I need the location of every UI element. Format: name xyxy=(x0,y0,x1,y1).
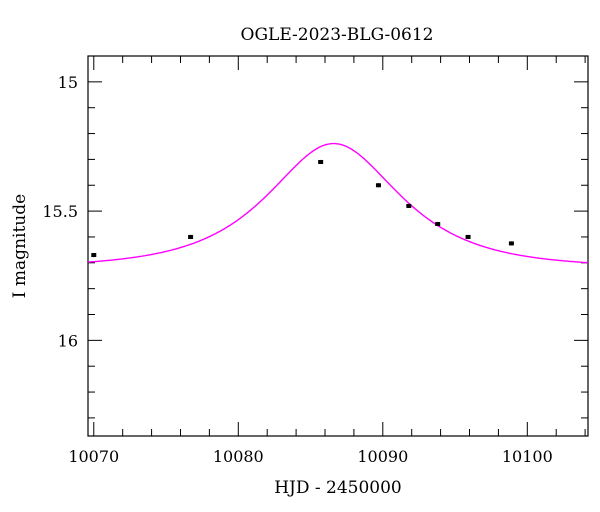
point-marker xyxy=(435,222,441,227)
point-marker xyxy=(375,183,381,188)
point-marker xyxy=(465,234,471,239)
data-point xyxy=(406,203,412,208)
data-point xyxy=(375,183,381,188)
point-marker xyxy=(508,241,514,246)
x-tick-label: 10100 xyxy=(502,447,553,466)
x-tick-label: 10070 xyxy=(68,447,119,466)
data-point xyxy=(465,234,471,240)
tick-labels: 10070 10080 10090 10100 15 15.5 16 xyxy=(42,73,552,466)
y-tick-label: 15.5 xyxy=(42,202,78,221)
point-marker xyxy=(406,203,412,208)
point-marker xyxy=(188,234,194,239)
axis-ticks xyxy=(88,56,588,436)
x-tick-label: 10080 xyxy=(213,447,264,466)
data-point xyxy=(508,241,514,246)
point-marker xyxy=(318,159,324,164)
data-point xyxy=(318,159,324,165)
y-axis-label: I magnitude xyxy=(10,194,30,298)
data-point xyxy=(91,252,97,258)
y-tick-label: 15 xyxy=(58,73,78,92)
chart-title: OGLE-2023-BLG-0612 xyxy=(241,25,434,45)
y-tick-label: 16 xyxy=(58,331,78,350)
plot-frame xyxy=(87,55,589,437)
point-marker xyxy=(91,253,97,258)
x-axis-label: HJD - 2450000 xyxy=(274,478,402,498)
data-point xyxy=(435,221,441,227)
data-point xyxy=(188,234,194,240)
x-tick-label: 10090 xyxy=(357,447,408,466)
model-curve xyxy=(87,142,589,264)
data-points xyxy=(91,159,514,258)
